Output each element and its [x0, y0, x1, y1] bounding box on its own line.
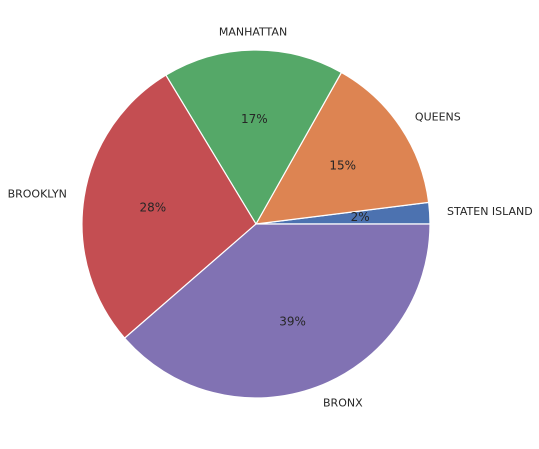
percent-label-staten-island: 2%: [351, 210, 370, 224]
category-label-staten-island: STATEN ISLAND: [447, 205, 533, 218]
percent-label-manhattan: 17%: [241, 112, 268, 126]
pie-slice-queens: [255, 71, 430, 225]
pie-slices: [81, 49, 431, 399]
category-label-bronx: BRONX: [323, 396, 363, 409]
percent-label-queens: 15%: [329, 158, 356, 172]
pie-slice-brooklyn: [81, 74, 257, 339]
category-label-queens: QUEENS: [415, 110, 461, 123]
pie-slice-bronx: [124, 223, 431, 399]
category-label-brooklyn: BROOKLYN: [8, 187, 67, 200]
percent-label-brooklyn: 28%: [140, 200, 167, 214]
pie-slice-manhattan: [165, 49, 343, 225]
category-label-manhattan: MANHATTAN: [219, 26, 287, 39]
percent-label-bronx: 39%: [279, 314, 306, 328]
pie-percent-labels: 2% 15% 17% 28% 39%: [140, 112, 370, 328]
pie-category-labels: STATEN ISLAND QUEENS MANHATTAN BROOKLYN BRON…: [8, 26, 533, 410]
